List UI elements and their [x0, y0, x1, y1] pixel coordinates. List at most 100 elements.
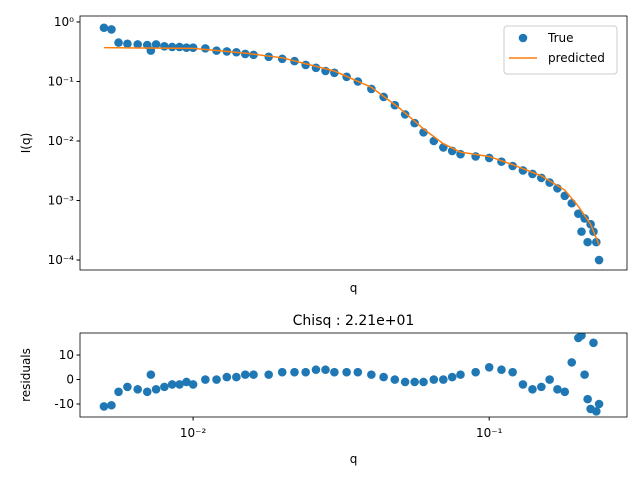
- point: [277, 54, 287, 64]
- point: [330, 367, 339, 377]
- point: [528, 385, 537, 394]
- x-tick-label: 10⁻²: [180, 426, 207, 440]
- point: [567, 198, 577, 208]
- point: [560, 387, 570, 397]
- point: [114, 387, 123, 397]
- point: [160, 382, 169, 392]
- point: [419, 377, 428, 387]
- point: [151, 40, 161, 49]
- point: [574, 209, 583, 219]
- y-tick-label: 10⁻³: [48, 194, 75, 208]
- point: [353, 367, 363, 377]
- y-axis-label: residuals: [19, 348, 33, 402]
- point: [545, 375, 554, 384]
- chart-title: Chisq : 2.21e+01: [293, 313, 415, 329]
- point: [400, 110, 410, 119]
- point: [175, 42, 184, 52]
- point: [484, 362, 494, 372]
- point: [151, 385, 161, 394]
- point: [133, 385, 143, 394]
- point: [123, 39, 132, 49]
- point: [439, 375, 448, 384]
- y-tick-label: 10⁻²: [48, 134, 75, 148]
- point: [321, 365, 330, 375]
- point: [249, 370, 258, 379]
- point: [583, 237, 592, 247]
- point: [175, 380, 184, 389]
- point: [537, 382, 546, 392]
- point: [410, 377, 419, 387]
- point: [471, 367, 480, 377]
- point: [577, 333, 586, 340]
- point: [577, 227, 586, 236]
- point: [107, 400, 116, 410]
- point: [400, 377, 410, 387]
- legend-box: [503, 25, 618, 75]
- point: [545, 178, 554, 187]
- line: [103, 46, 600, 246]
- point: [167, 380, 177, 389]
- point: [240, 370, 250, 379]
- series-layer: [99, 23, 604, 265]
- point: [201, 44, 210, 53]
- point: [160, 42, 169, 51]
- point: [508, 367, 517, 377]
- point: [167, 42, 177, 52]
- legend-label: predicted: [548, 51, 605, 65]
- point: [232, 372, 241, 382]
- point: [277, 367, 287, 377]
- point: [142, 387, 152, 397]
- point: [240, 49, 250, 59]
- point: [123, 382, 132, 392]
- point: [114, 38, 123, 47]
- x-axis-label: q: [350, 281, 358, 295]
- point: [188, 380, 198, 389]
- point: [583, 394, 592, 404]
- point: [342, 367, 351, 377]
- y-tick-label: 10⁻¹: [48, 74, 75, 88]
- point: [567, 358, 577, 367]
- point: [594, 255, 604, 265]
- axes-frame: [79, 332, 628, 418]
- y-tick-label: 0: [66, 373, 74, 387]
- point: [182, 377, 191, 387]
- point: [589, 338, 598, 348]
- point: [290, 367, 299, 377]
- y-axis-label: I(q): [19, 133, 33, 154]
- legend-swatch: [518, 33, 528, 43]
- legend-label: True: [547, 31, 574, 45]
- point: [518, 380, 528, 389]
- point: [410, 118, 419, 128]
- point: [311, 365, 321, 375]
- y-tick-label: 10⁻⁴: [48, 253, 75, 267]
- point: [367, 370, 376, 379]
- point: [379, 372, 388, 382]
- point: [99, 402, 109, 411]
- point: [264, 370, 273, 379]
- x-tick-label: 10⁻¹: [476, 426, 503, 440]
- y-tick-label: 10: [59, 348, 74, 362]
- point: [553, 385, 562, 394]
- point: [133, 40, 143, 49]
- point: [580, 370, 589, 379]
- point: [201, 375, 210, 384]
- point: [212, 375, 221, 384]
- y-tick-label: -10: [54, 397, 74, 411]
- point: [456, 370, 465, 379]
- x-axis-label: q: [350, 452, 358, 466]
- point: [107, 25, 116, 34]
- point: [99, 23, 109, 33]
- point: [222, 372, 232, 382]
- point: [580, 214, 589, 223]
- series-layer: [99, 333, 604, 416]
- legend: True predicted: [503, 25, 618, 75]
- point: [146, 370, 156, 379]
- point: [592, 407, 601, 416]
- y-tick-label: 10⁰: [54, 15, 74, 29]
- point: [390, 375, 400, 384]
- point: [301, 367, 310, 377]
- point: [429, 375, 439, 384]
- point: [447, 372, 457, 382]
- axes-frame: [79, 15, 628, 271]
